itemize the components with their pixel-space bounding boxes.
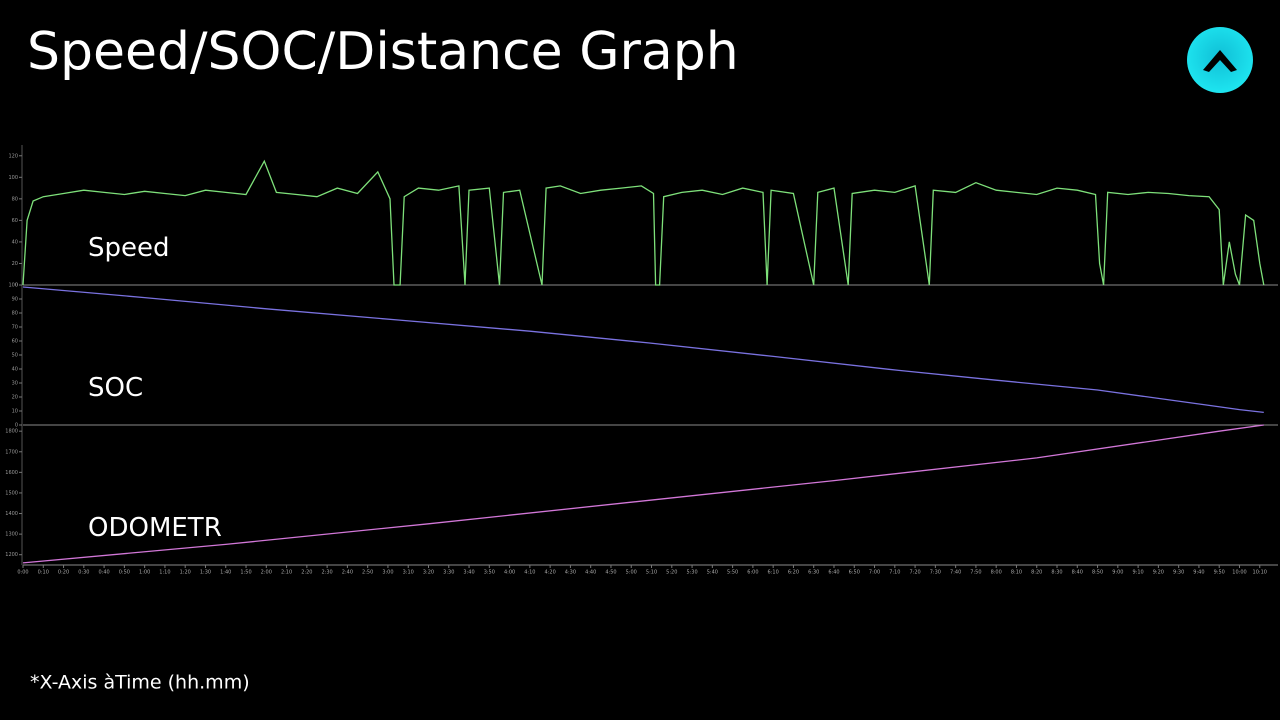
y-tick-label: 60 <box>12 218 18 224</box>
y-tick-label: 100 <box>8 283 18 289</box>
x-tick-label: 5:30 <box>686 570 697 576</box>
x-tick-label: 6:20 <box>788 570 799 576</box>
x-tick-label: 8:00 <box>991 570 1002 576</box>
y-tick-label: 40 <box>12 367 18 373</box>
y-tick-label: 90 <box>12 297 18 303</box>
panel-label: Speed <box>88 233 170 263</box>
x-tick-label: 1:00 <box>139 570 150 576</box>
x-tick-label: 3:30 <box>443 570 454 576</box>
x-tick-label: 6:30 <box>808 570 819 576</box>
x-tick-label: 3:20 <box>423 570 434 576</box>
x-tick-label: 9:50 <box>1214 570 1225 576</box>
x-tick-label: 2:00 <box>261 570 272 576</box>
y-tick-label: 50 <box>12 353 18 359</box>
panel-label: SOC <box>88 373 143 403</box>
y-tick-label: 1400 <box>5 511 18 517</box>
x-tick-label: 1:20 <box>180 570 191 576</box>
x-tick-label: 0:00 <box>17 570 28 576</box>
x-tick-label: 8:40 <box>1072 570 1083 576</box>
y-tick-label: 80 <box>12 311 18 317</box>
x-tick-label: 5:00 <box>626 570 637 576</box>
x-tick-label: 4:20 <box>545 570 556 576</box>
y-tick-label: 80 <box>12 196 18 202</box>
x-tick-label: 1:10 <box>159 570 170 576</box>
x-tick-label: 3:50 <box>484 570 495 576</box>
y-tick-label: 20 <box>12 395 18 401</box>
x-tick-label: 7:30 <box>930 570 941 576</box>
x-tick-label: 2:40 <box>342 570 353 576</box>
y-tick-label: 100 <box>8 175 18 181</box>
data-line <box>22 159 1265 286</box>
x-tick-label: 7:50 <box>970 570 981 576</box>
x-tick-label: 4:50 <box>605 570 616 576</box>
x-tick-label: 5:20 <box>666 570 677 576</box>
x-tick-label: 0:10 <box>38 570 49 576</box>
y-tick-label: 60 <box>12 339 18 345</box>
x-tick-label: 3:00 <box>382 570 393 576</box>
x-tick-label: 8:50 <box>1092 570 1103 576</box>
x-tick-label: 4:10 <box>524 570 535 576</box>
x-tick-label: 0:50 <box>119 570 130 576</box>
y-tick-label: 0 <box>15 283 18 289</box>
x-tick-label: 9:30 <box>1173 570 1184 576</box>
x-tick-label: 6:00 <box>747 570 758 576</box>
y-tick-label: 40 <box>12 239 18 245</box>
x-tick-label: 9:00 <box>1112 570 1123 576</box>
y-tick-label: 1300 <box>5 532 18 538</box>
x-tick-label: 1:30 <box>200 570 211 576</box>
y-tick-label: 10 <box>12 409 18 415</box>
x-tick-label: 2:30 <box>322 570 333 576</box>
y-tick-label: 1200 <box>5 552 18 558</box>
x-tick-label: 5:40 <box>707 570 718 576</box>
y-tick-label: 70 <box>12 325 18 331</box>
x-tick-label: 0:20 <box>58 570 69 576</box>
x-tick-label: 8:10 <box>1011 570 1022 576</box>
x-tick-label: 6:10 <box>768 570 779 576</box>
x-tick-label: 3:10 <box>403 570 414 576</box>
x-tick-label: 8:30 <box>1051 570 1062 576</box>
x-tick-label: 5:50 <box>727 570 738 576</box>
x-tick-label: 2:50 <box>362 570 373 576</box>
x-tick-label: 1:50 <box>240 570 251 576</box>
x-tick-label: 6:40 <box>828 570 839 576</box>
x-tick-label: 7:40 <box>950 570 961 576</box>
x-tick-label: 7:00 <box>869 570 880 576</box>
x-tick-label: 7:20 <box>909 570 920 576</box>
x-tick-label: 3:40 <box>463 570 474 576</box>
y-tick-label: 1700 <box>5 449 18 455</box>
y-tick-label: 0 <box>15 423 18 429</box>
slide-title: Speed/SOC/Distance Graph <box>27 22 739 82</box>
x-tick-label: 1:40 <box>220 570 231 576</box>
x-tick-label: 0:30 <box>78 570 89 576</box>
x-tick-label: 6:50 <box>849 570 860 576</box>
x-tick-label: 4:00 <box>504 570 515 576</box>
logo-mark <box>1203 50 1237 72</box>
y-tick-label: 1600 <box>5 470 18 476</box>
y-tick-label: 1500 <box>5 490 18 496</box>
x-tick-label: 10:00 <box>1232 570 1246 576</box>
panel-label: ODOMETR <box>88 513 222 543</box>
x-tick-label: 4:40 <box>585 570 596 576</box>
x-tick-label: 2:20 <box>301 570 312 576</box>
x-tick-label: 10:10 <box>1253 570 1267 576</box>
data-line <box>22 424 1264 564</box>
y-tick-label: 120 <box>8 153 18 159</box>
x-tick-label: 0:40 <box>98 570 109 576</box>
x-tick-label: 4:30 <box>565 570 576 576</box>
y-tick-label: 20 <box>12 261 18 267</box>
data-line <box>22 286 1264 414</box>
y-tick-label: 30 <box>12 381 18 387</box>
x-tick-label: 9:10 <box>1132 570 1143 576</box>
x-tick-label: 5:10 <box>646 570 657 576</box>
x-tick-label: 9:20 <box>1153 570 1164 576</box>
footnote: *X-Axis àTime (hh.mm) <box>30 672 250 694</box>
x-tick-label: 9:40 <box>1193 570 1204 576</box>
x-tick-label: 8:20 <box>1031 570 1042 576</box>
x-tick-label: 7:10 <box>889 570 900 576</box>
x-tick-label: 2:10 <box>281 570 292 576</box>
y-tick-label: 1800 <box>5 429 18 435</box>
